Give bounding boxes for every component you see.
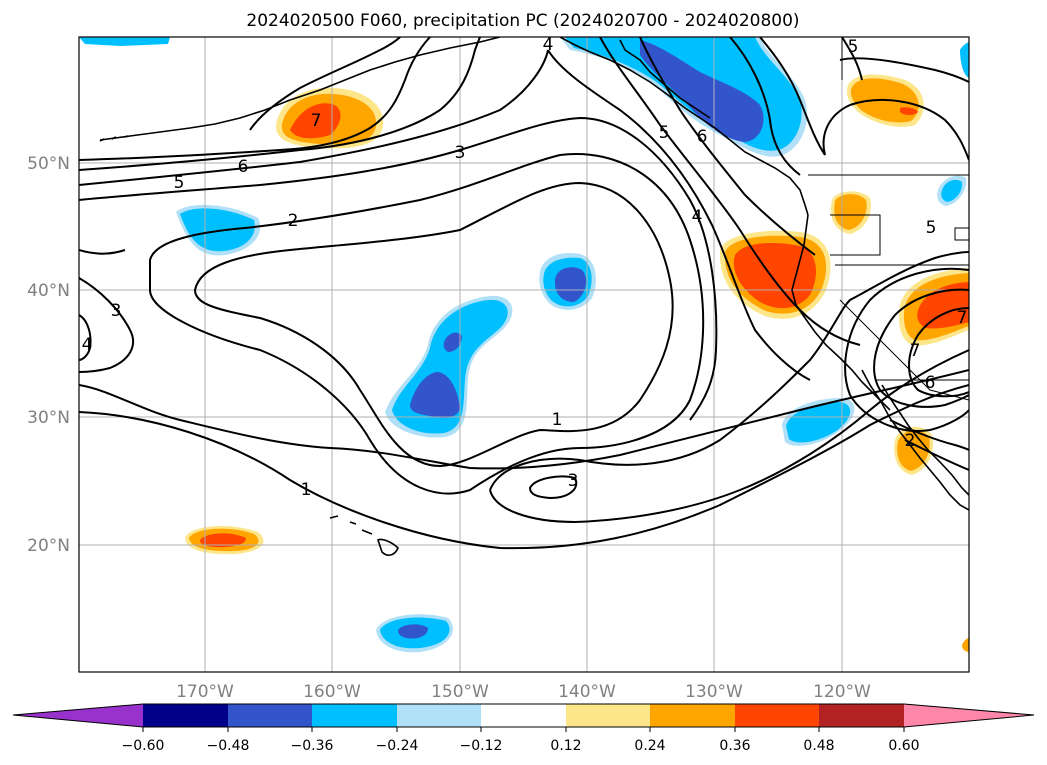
- colorbar-segment: [143, 704, 228, 727]
- colorbar-segment: [650, 704, 735, 727]
- colorbar-min-extension: [13, 704, 143, 727]
- colorbar-tick-label: −0.60: [122, 738, 165, 754]
- lon-label: 120°W: [813, 682, 871, 702]
- contour-label: 4: [82, 335, 93, 355]
- contour-label: 5: [659, 123, 670, 143]
- colorbar-max-extension: [904, 704, 1034, 727]
- contour-label: 1: [301, 480, 312, 500]
- lat-label: 40°N: [27, 281, 70, 301]
- lon-label: 160°W: [303, 682, 361, 702]
- contour-label: 7: [957, 308, 968, 328]
- map-frame: [78, 36, 970, 673]
- contour-label: 3: [455, 143, 466, 163]
- colorbar-segment: [312, 704, 397, 727]
- contour-label-group: 1 1 2 3 3 3 4 4 4 5 5 5 5 6 6 6 7 7 7 2: [82, 35, 968, 500]
- lat-label: 50°N: [27, 154, 70, 174]
- contour-label: 3: [568, 471, 579, 491]
- contour-label: 6: [238, 157, 249, 177]
- lon-label: 140°W: [558, 682, 616, 702]
- map-panel: 1 1 2 3 3 3 4 4 4 5 5 5 5 6 6 6 7 7 7 2: [78, 35, 970, 673]
- shading-layer: [79, 37, 969, 653]
- contour-label: 4: [543, 35, 554, 55]
- contour-lines: [79, 37, 969, 550]
- lon-label: 130°W: [685, 682, 743, 702]
- contour-label: 3: [111, 301, 122, 321]
- colorbar-tick-label: 0.36: [719, 738, 750, 754]
- coastlines: [99, 37, 969, 557]
- contour-label: 6: [697, 127, 708, 147]
- colorbar-tick-label: −0.48: [207, 738, 250, 754]
- longitude-labels: 170°W 160°W 150°W 140°W 130°W 120°W: [176, 682, 871, 702]
- colorbar-tick-label: 0.48: [803, 738, 834, 754]
- colorbar-tick-labels: −0.60 −0.48 −0.36 −0.24 −0.12 0.12 0.24 …: [122, 738, 920, 754]
- colorbar-ticks: [142, 727, 905, 732]
- contour-label: 1: [552, 410, 563, 430]
- colorbar: −0.60 −0.48 −0.36 −0.24 −0.12 0.12 0.24 …: [12, 703, 1035, 754]
- colorbar-tick-label: −0.12: [460, 738, 503, 754]
- contour-label: 4: [692, 207, 703, 227]
- lat-label: 30°N: [27, 408, 70, 428]
- contour-label: 5: [926, 218, 937, 238]
- colorbar-segment: [228, 704, 312, 727]
- colorbar-segment: [566, 704, 650, 727]
- colorbar-tick-label: −0.24: [376, 738, 419, 754]
- colorbar-tick-label: −0.36: [291, 738, 334, 754]
- political-borders: [808, 37, 969, 401]
- colorbar-segment: [481, 704, 566, 727]
- colorbar-segment: [819, 704, 904, 727]
- lon-label: 170°W: [176, 682, 234, 702]
- lat-label: 20°N: [27, 536, 70, 556]
- contour-label: 7: [311, 111, 322, 131]
- latitude-labels: 50°N 40°N 30°N 20°N: [27, 154, 70, 556]
- contour-label: 5: [848, 37, 859, 57]
- colorbar-tick-label: 0.12: [550, 738, 581, 754]
- graticule: [79, 37, 969, 672]
- lon-label: 150°W: [431, 682, 489, 702]
- colorbar-tick-label: 0.24: [634, 738, 665, 754]
- colorbar-tick-label: 0.60: [888, 738, 919, 754]
- colorbar-segment: [735, 704, 819, 727]
- contour-label: 2: [905, 431, 916, 451]
- colorbar-segment: [397, 704, 481, 727]
- contour-label: 7: [910, 341, 921, 361]
- contour-label: 5: [174, 173, 185, 193]
- contour-label: 2: [288, 211, 299, 231]
- contour-label: 6: [925, 373, 936, 393]
- map-title: 2024020500 F060, precipitation PC (20240…: [246, 11, 799, 31]
